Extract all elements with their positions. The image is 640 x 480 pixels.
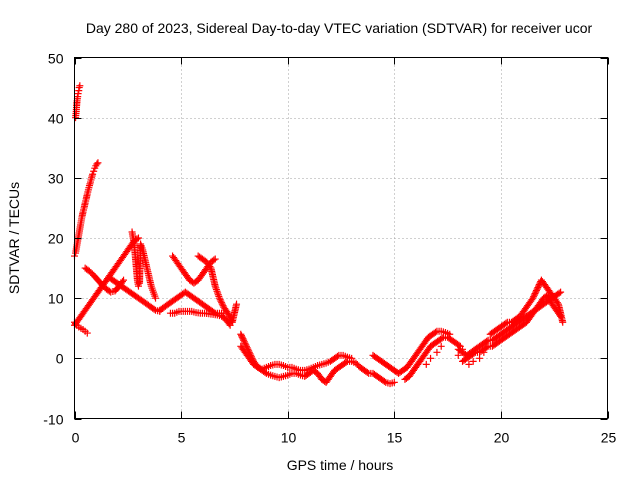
point-main-night-track <box>238 333 246 341</box>
point-steep-rise-track <box>94 159 102 167</box>
point-drop-track <box>212 286 220 294</box>
point-upper-night-track <box>333 352 341 360</box>
point-scatter-points <box>480 348 488 356</box>
y-tick-label: 30 <box>48 171 64 187</box>
x-tick-label: 10 <box>281 430 297 446</box>
point-dawn-upper-track <box>553 299 561 307</box>
point-main-night-track <box>239 335 247 343</box>
point-main-night-track <box>238 332 246 340</box>
point-dawn-track <box>555 289 563 297</box>
x-tick-label: 5 <box>178 430 186 446</box>
y-axis-label: SDTVAR / TECUs <box>6 182 22 294</box>
point-dawn-lower-track <box>483 343 491 351</box>
point-drop-track <box>215 294 223 302</box>
axis-ticks <box>74 57 609 420</box>
point-upper-night-track <box>348 354 356 362</box>
point-drop-track <box>216 296 224 304</box>
point-scatter-points <box>433 348 441 356</box>
point-late-night-track <box>432 328 440 336</box>
point-dawn-upper-track <box>502 319 510 327</box>
y-tick-label: 20 <box>48 231 64 247</box>
point-main-night-track <box>390 378 398 386</box>
x-tick-label: 20 <box>494 430 510 446</box>
point-drop-track <box>214 289 222 297</box>
point-dawn-upper-track <box>559 318 567 326</box>
point-spike-near-3h <box>152 294 160 302</box>
point-mid-morning-rise <box>133 235 141 243</box>
point-drop-track <box>211 282 219 290</box>
y-tick-label: -10 <box>43 412 63 428</box>
point-drop-track <box>217 297 225 305</box>
point-secondary-hump <box>210 256 218 264</box>
point-mid-late-track <box>455 341 463 349</box>
x-tick-label: 15 <box>387 430 403 446</box>
point-drop-track <box>224 309 232 317</box>
point-low-morning-track <box>83 329 91 337</box>
point-secondary-hump <box>211 255 219 263</box>
point-main-night-track <box>237 330 245 338</box>
point-drop-track <box>225 311 233 319</box>
point-drop-track <box>213 287 221 295</box>
y-tick-label: 10 <box>48 291 64 307</box>
point-dawn-upper-track <box>530 291 538 299</box>
point-steep-rise-track <box>93 160 101 168</box>
point-dawn-upper-track <box>533 285 541 293</box>
y-tick-label: 50 <box>48 51 64 67</box>
point-dawn-upper-track <box>535 282 543 290</box>
point-scatter-points <box>465 360 473 368</box>
point-dawn-track <box>483 337 491 345</box>
point-dawn-upper-track <box>532 288 540 296</box>
x-tick-label: 0 <box>72 430 80 446</box>
data-points <box>71 82 567 388</box>
point-scatter-points <box>459 345 467 353</box>
point-dawn-upper-track <box>530 293 538 301</box>
point-early-high-values <box>74 90 82 98</box>
point-drop-track <box>214 291 222 299</box>
point-scatter-points <box>476 354 484 362</box>
point-main-night-track <box>240 338 248 346</box>
point-drop-track <box>215 292 223 300</box>
point-dawn-track <box>557 288 565 296</box>
grid <box>74 57 608 419</box>
point-drop-track <box>233 300 241 308</box>
point-upper-night-track <box>252 362 260 370</box>
point-mid-late-track <box>438 334 446 342</box>
point-main-night-track <box>380 377 388 385</box>
point-dawn-upper-track <box>529 294 537 302</box>
point-main-night-track <box>363 368 371 376</box>
point-dawn-upper-track <box>531 290 539 298</box>
chart-title: Day 280 of 2023, Sidereal Day-to-day VTE… <box>86 20 593 36</box>
point-scatter-points <box>437 342 445 350</box>
point-hump-track <box>120 276 128 284</box>
point-main-night-track <box>242 341 250 349</box>
point-scatter-points <box>454 351 462 359</box>
x-tick-label: 25 <box>601 430 617 446</box>
point-decline-track <box>150 305 158 313</box>
point-dawn-lower-track <box>470 349 478 357</box>
point-scatter-points <box>469 357 477 365</box>
point-dawn-upper-track <box>534 284 542 292</box>
point-scatter-points <box>422 360 430 368</box>
point-drop-track <box>212 284 220 292</box>
y-tick-labels: -10 0 10 20 30 40 50 <box>43 51 63 428</box>
x-axis-label: GPS time / hours <box>287 457 394 473</box>
point-steep-rise-track <box>89 170 97 178</box>
y-tick-label: 0 <box>56 351 64 367</box>
point-scatter-points <box>427 354 435 362</box>
point-drop-track <box>206 263 214 271</box>
point-early-high-values <box>76 82 84 90</box>
point-main-night-track <box>342 358 350 366</box>
point-spike-near-3h <box>134 282 142 290</box>
point-drop-track <box>218 299 226 307</box>
y-tick-label: 40 <box>48 111 64 127</box>
point-dawn-upper-track <box>532 287 540 295</box>
x-tick-labels: 0 5 10 15 20 25 <box>72 430 617 446</box>
point-main-night-track <box>240 336 248 344</box>
point-steep-rise-track <box>90 167 98 175</box>
point-main-night-track <box>241 339 249 347</box>
point-drop-track <box>218 300 226 308</box>
